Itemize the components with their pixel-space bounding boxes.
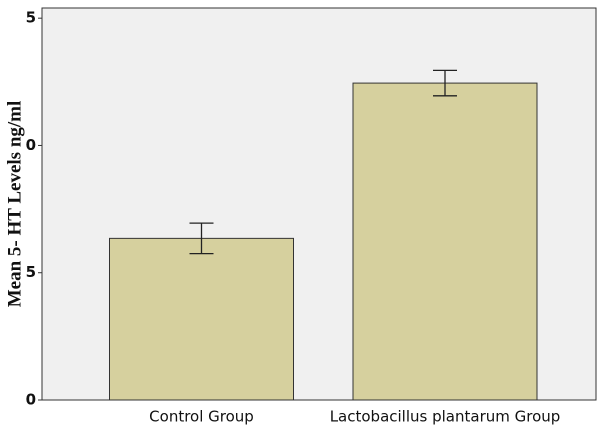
y-tick-label: 5 (26, 9, 36, 27)
x-tick-label: Lactobacillus plantarum Group (330, 408, 561, 426)
error-bar (433, 69, 457, 97)
y-tick-label: 5 (26, 263, 36, 281)
y-tick-label: 0 (26, 391, 36, 409)
bar (352, 82, 538, 401)
bar (109, 237, 294, 401)
y-tick-label: 0 (26, 136, 36, 154)
x-tick-label: Control Group (149, 408, 254, 426)
y-axis-label: Mean 5- HT Levels ng/ml (4, 101, 25, 308)
error-bar (189, 222, 214, 255)
